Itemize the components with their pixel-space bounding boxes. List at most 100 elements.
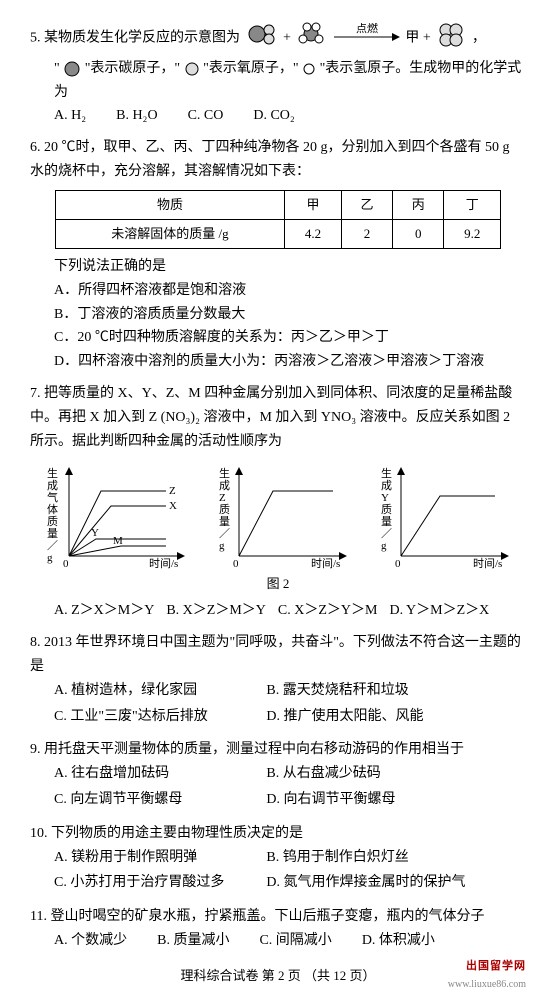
svg-text:体: 体 <box>47 502 58 516</box>
q6-opt-b: B．丁溶液的溶质质量分数最大 <box>54 303 526 327</box>
svg-text:g: g <box>381 540 387 552</box>
chart-3: 生成 Y质 量／ g 0 时间/s <box>375 461 515 571</box>
cell-jia: 4.2 <box>285 219 342 248</box>
q8-opt-c: C. 工业"三废"达标后排放 <box>54 705 266 729</box>
q9-opt-c: C. 向左调节平衡螺母 <box>54 788 266 812</box>
arrow-label: 点燃 <box>356 23 378 35</box>
q10-opt-c: C. 小苏打用于治疗胃酸过多 <box>54 871 266 895</box>
q5-opt-b: B. H₂O <box>116 104 157 128</box>
svg-text:成: 成 <box>219 479 230 492</box>
oxygen-atom-icon <box>184 61 200 77</box>
svg-text:时间/s: 时间/s <box>473 557 502 570</box>
q7-charts: 生 成 气 体 质 量 ／ g 0 时间/s Z X Y M 生成 <box>30 461 526 571</box>
th-bing: 丙 <box>393 190 444 219</box>
svg-text:0: 0 <box>233 558 239 570</box>
q6-table: 物质 甲 乙 丙 丁 未溶解固体的质量 /g 4.2 2 0 9.2 <box>55 190 501 249</box>
question-5: 5. 某物质发生化学反应的示意图为 + 点燃 甲 + ， " "表示碳原子，" … <box>30 20 526 128</box>
q6-text: 20 ℃时，取甲、乙、丙、丁四种纯净物各 20 g，分别加入到四个各盛有 50 … <box>30 140 510 179</box>
svg-text:0: 0 <box>63 558 69 570</box>
q10-opt-b: B. 钨用于制作白炽灯丝 <box>266 846 478 870</box>
q8-number: 8. <box>30 635 41 650</box>
svg-text:生: 生 <box>47 466 58 480</box>
svg-text:Y: Y <box>91 527 99 539</box>
svg-text:时间/s: 时间/s <box>311 557 340 570</box>
footer-text: 理科综合试卷 第 2 页 （共 12 页） <box>180 968 375 983</box>
svg-text:／: ／ <box>381 527 392 540</box>
q9-opt-a: A. 往右盘增加砝码 <box>54 762 266 786</box>
q6-options: A．所得四杯溶液都是饱和溶液 B．丁溶液的溶质质量分数最大 C．20 ℃时四种物… <box>54 279 526 374</box>
svg-text:／: ／ <box>47 539 58 552</box>
svg-text:0: 0 <box>395 558 401 570</box>
hydrogen-atom-icon <box>302 62 316 76</box>
table-header-row: 物质 甲 乙 丙 丁 <box>55 190 500 219</box>
th-substance: 物质 <box>55 190 284 219</box>
q10-opt-d: D. 氮气用作焊接金属时的保护气 <box>266 871 478 895</box>
q7-opt-d: D. Y＞M＞Z＞X <box>389 599 489 623</box>
q5-number: 5. <box>30 31 41 46</box>
q8-options: A. 植树造林，绿化家园 B. 露天焚烧秸秆和垃圾 C. 工业"三废"达标后排放… <box>54 679 526 731</box>
q11-opt-c: C. 间隔减小 <box>259 929 331 953</box>
svg-text:成: 成 <box>47 479 58 492</box>
svg-text:质: 质 <box>47 515 58 528</box>
q11-number: 11. <box>30 909 47 924</box>
svg-text:成: 成 <box>381 479 392 492</box>
chart-2: 生成 Z质 量／ g 0 时间/s <box>213 461 353 571</box>
th-ding: 丁 <box>444 190 501 219</box>
q5-opt-a: A. H₂ <box>54 104 86 128</box>
q11-opt-d: D. 体积减小 <box>362 929 435 953</box>
arrow-icon: 点燃 <box>332 23 402 54</box>
svg-text:X: X <box>169 500 177 512</box>
cell-ding: 9.2 <box>444 219 501 248</box>
q9-number: 9. <box>30 742 41 757</box>
q8-opt-b: B. 露天焚烧秸秆和垃圾 <box>266 679 478 703</box>
th-jia: 甲 <box>285 190 342 219</box>
watermark-url: www.liuxue86.com <box>448 976 526 993</box>
carbon-atom-icon <box>63 60 81 78</box>
q7-options: A. Z＞X＞M＞Y B. X＞Z＞M＞Y C. X＞Z＞Y＞M D. Y＞M＞… <box>54 599 526 623</box>
svg-text:量: 量 <box>219 515 230 528</box>
q9-text: 用托盘天平测量物体的质量，测量过程中向右移动游码的作用相当于 <box>44 742 464 757</box>
q9-opt-d: D. 向右调节平衡螺母 <box>266 788 478 812</box>
svg-text:质: 质 <box>381 503 392 516</box>
product-jia: 甲 <box>405 31 419 46</box>
q5-opt-c: C. CO <box>188 104 224 128</box>
svg-text:Z: Z <box>219 492 226 504</box>
svg-text:g: g <box>219 540 225 552</box>
svg-text:生: 生 <box>219 466 230 480</box>
q6-number: 6. <box>30 140 41 155</box>
svg-text:Z: Z <box>169 485 176 497</box>
watermark: 出国留学网 www.liuxue86.com <box>448 957 526 993</box>
svg-text:气: 气 <box>47 490 58 504</box>
q11-opt-b: B. 质量减小 <box>157 929 229 953</box>
q7-opt-b: B. X＞Z＞M＞Y <box>166 599 266 623</box>
plus-sign: + <box>283 31 291 46</box>
svg-text:／: ／ <box>219 527 230 540</box>
q9-opt-b: B. 从右盘减少砝码 <box>266 762 478 786</box>
question-10: 10. 下列物质的用途主要由物理性质决定的是 A. 镁粉用于制作照明弹 B. 钨… <box>30 822 526 897</box>
product-2-icon <box>434 20 468 57</box>
th-yi: 乙 <box>341 190 392 219</box>
watermark-text: 出国留学网 <box>448 957 526 976</box>
question-6: 6. 20 ℃时，取甲、乙、丙、丁四种纯净物各 20 g，分别加入到四个各盛有 … <box>30 136 526 374</box>
chart-1: 生 成 气 体 质 量 ／ g 0 时间/s Z X Y M <box>41 461 191 571</box>
svg-text:Y: Y <box>381 492 389 504</box>
q11-options: A. 个数减少 B. 质量减小 C. 间隔减小 D. 体积减小 <box>54 929 526 953</box>
plus-sign-2: + <box>423 31 431 46</box>
q7-text: 把等质量的 X、Y、Z、M 四种金属分别加入到同体积、同浓度的足量稀盐酸中。再把… <box>30 386 512 449</box>
comma: ， <box>472 31 486 46</box>
row-label: 未溶解固体的质量 /g <box>55 219 284 248</box>
question-9: 9. 用托盘天平测量物体的质量，测量过程中向右移动游码的作用相当于 A. 往右盘… <box>30 738 526 813</box>
chart-caption: 图 2 <box>30 573 526 595</box>
question-8: 8. 2013 年世界环境日中国主题为"同呼吸，共奋斗"。下列做法不符合这一主题… <box>30 631 526 730</box>
svg-text:量: 量 <box>47 527 58 540</box>
q6-opt-c: C．20 ℃时四种物质溶解度的关系为：丙＞乙＞甲＞丁 <box>54 326 526 350</box>
svg-text:量: 量 <box>381 515 392 528</box>
q7-opt-c: C. X＞Z＞Y＞M <box>278 599 378 623</box>
q5-options: A. H₂ B. H₂O C. CO D. CO₂ <box>54 104 526 128</box>
q6-opt-a: A．所得四杯溶液都是饱和溶液 <box>54 279 526 303</box>
q7-opt-a: A. Z＞X＞M＞Y <box>54 599 154 623</box>
table-data-row: 未溶解固体的质量 /g 4.2 2 0 9.2 <box>55 219 500 248</box>
q5-text-a: 某物质发生化学反应的示意图为 <box>44 31 240 46</box>
q6-opt-d: D．四杯溶液中溶剂的质量大小为：丙溶液＞乙溶液＞甲溶液＞丁溶液 <box>54 350 526 374</box>
q10-number: 10. <box>30 826 48 841</box>
